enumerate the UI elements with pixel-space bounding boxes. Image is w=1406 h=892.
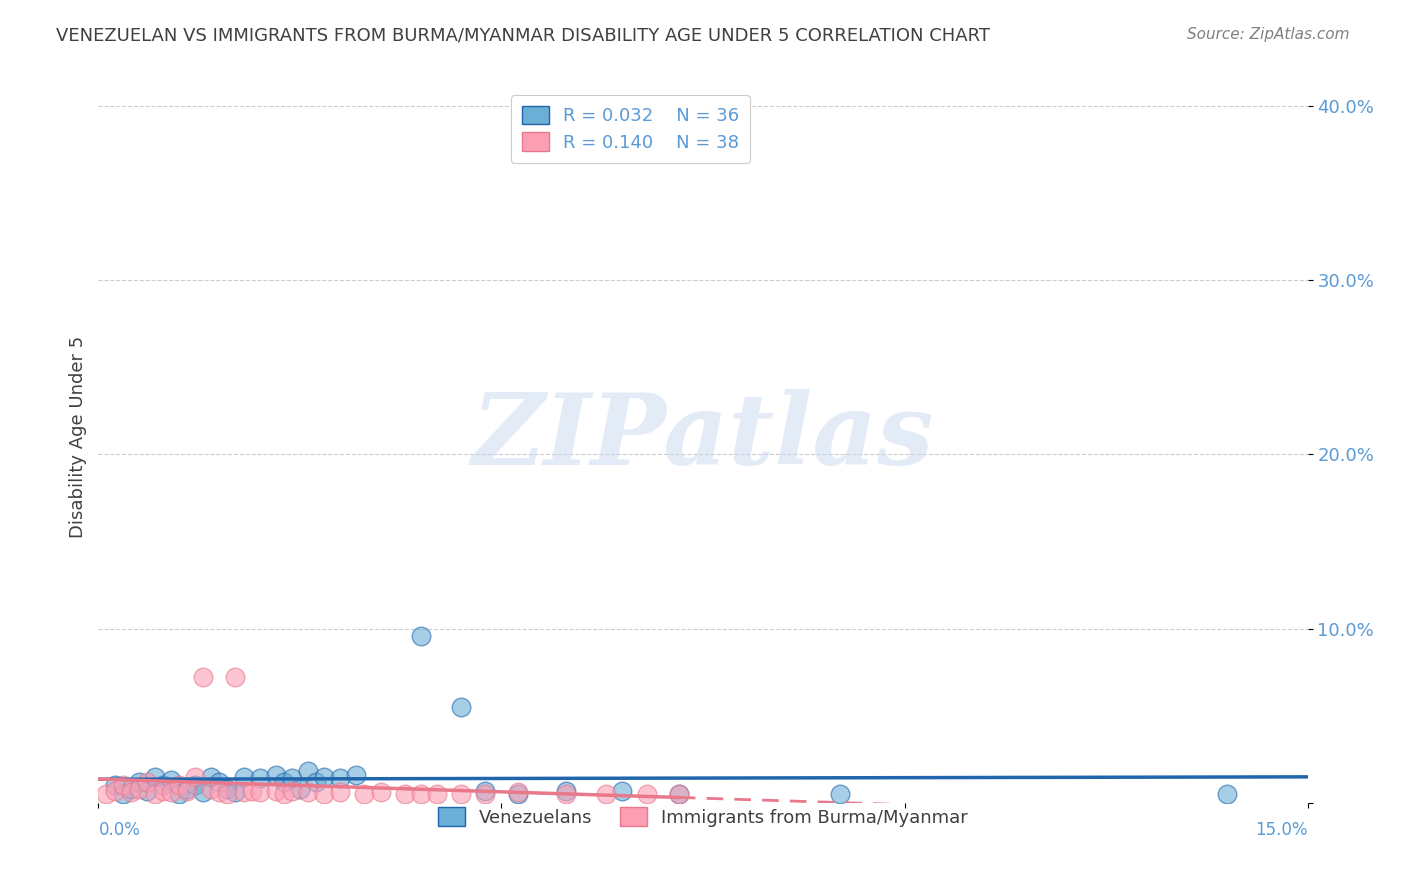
Point: [200, 770, 222, 784]
Point: [167, 778, 190, 792]
Point: [409, 629, 432, 643]
Point: [184, 770, 207, 784]
Text: VENEZUELAN VS IMMIGRANTS FROM BURMA/MYANMAR DISABILITY AGE UNDER 5 CORRELATION C: VENEZUELAN VS IMMIGRANTS FROM BURMA/MYAN…: [56, 27, 990, 45]
Point: [176, 781, 198, 796]
Text: ZIPatlas: ZIPatlas: [472, 389, 934, 485]
Point: [167, 787, 190, 801]
Point: [111, 778, 134, 792]
Point: [152, 778, 174, 792]
Y-axis label: Disability Age Under 5: Disability Age Under 5: [69, 336, 87, 538]
Point: [273, 787, 295, 801]
Text: Source: ZipAtlas.com: Source: ZipAtlas.com: [1187, 27, 1350, 42]
Point: [314, 787, 336, 801]
Point: [555, 783, 578, 797]
Point: [200, 781, 222, 796]
Point: [224, 785, 246, 799]
Point: [103, 783, 125, 797]
Point: [636, 787, 658, 801]
Point: [426, 787, 449, 801]
Point: [1216, 787, 1239, 801]
Point: [249, 785, 271, 799]
Point: [450, 787, 472, 801]
Point: [506, 785, 529, 799]
Point: [103, 778, 125, 792]
Point: [184, 778, 207, 792]
Point: [232, 770, 254, 784]
Point: [281, 783, 304, 797]
Point: [128, 775, 150, 789]
Point: [111, 787, 134, 801]
Point: [240, 783, 263, 797]
Point: [152, 783, 174, 797]
Point: [273, 775, 295, 789]
Point: [281, 772, 304, 786]
Point: [249, 772, 271, 786]
Point: [160, 773, 183, 788]
Point: [128, 781, 150, 796]
Point: [232, 785, 254, 799]
Point: [409, 787, 432, 801]
Point: [208, 785, 231, 799]
Point: [264, 783, 287, 797]
Point: [474, 783, 496, 797]
Point: [305, 775, 328, 789]
Point: [370, 785, 392, 799]
Point: [314, 770, 336, 784]
Point: [297, 785, 319, 799]
Point: [344, 768, 367, 782]
Point: [217, 787, 239, 801]
Point: [193, 785, 215, 799]
Text: 15.0%: 15.0%: [1256, 821, 1308, 839]
Point: [353, 787, 375, 801]
Point: [120, 781, 142, 796]
Text: 0.0%: 0.0%: [98, 821, 141, 839]
Point: [224, 670, 246, 684]
Point: [193, 670, 215, 684]
Point: [506, 787, 529, 801]
Legend: Venezuelans, Immigrants from Burma/Myanmar: Venezuelans, Immigrants from Burma/Myanm…: [427, 797, 979, 838]
Point: [394, 787, 416, 801]
Point: [288, 781, 311, 796]
Point: [135, 783, 157, 797]
Point: [450, 700, 472, 714]
Point: [176, 783, 198, 797]
Point: [555, 787, 578, 801]
Point: [96, 787, 118, 801]
Point: [297, 764, 319, 779]
Point: [474, 787, 496, 801]
Point: [135, 775, 157, 789]
Point: [143, 787, 166, 801]
Point: [329, 772, 352, 786]
Point: [329, 785, 352, 799]
Point: [217, 781, 239, 796]
Point: [120, 785, 142, 799]
Point: [668, 787, 690, 801]
Point: [595, 787, 617, 801]
Point: [208, 775, 231, 789]
Point: [668, 787, 690, 801]
Point: [828, 787, 851, 801]
Point: [264, 768, 287, 782]
Point: [143, 770, 166, 784]
Point: [612, 783, 634, 797]
Point: [160, 785, 183, 799]
